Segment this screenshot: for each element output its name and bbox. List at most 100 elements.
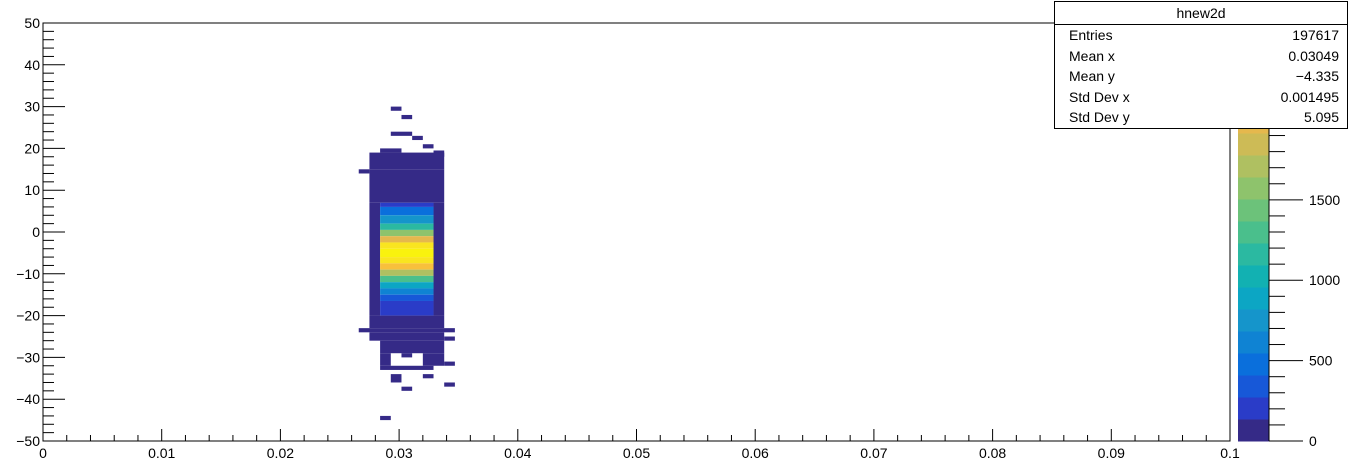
stats-row-std-dev-y: Std Dev y 5.095: [1055, 107, 1347, 128]
heatmap-cell: [380, 269, 434, 276]
x-tick-label: 0.07: [860, 445, 887, 460]
heatmap-cell: [358, 169, 370, 174]
heatmap-cell: [433, 202, 445, 316]
heatmap-cell: [380, 282, 434, 289]
stats-box: hnew2d Entries 197617 Mean x 0.03049 Mea…: [1054, 1, 1348, 129]
y-tick-label: 10: [24, 182, 40, 198]
y-tick-label: −20: [16, 308, 40, 324]
heatmap-cell: [380, 275, 434, 283]
y-tick-label: 20: [24, 140, 40, 156]
heatmap-cell: [412, 135, 423, 141]
stats-row-std-dev-x: Std Dev x 0.001495: [1055, 87, 1347, 108]
palette-segment: [1238, 199, 1269, 222]
palette-segment: [1238, 155, 1269, 178]
palette-segment: [1238, 353, 1269, 376]
heatmap-cell: [380, 353, 391, 366]
heatmap-cell: [380, 415, 391, 421]
y-tick-label: −50: [16, 433, 40, 449]
heatmap-cell: [380, 365, 434, 370]
heatmap-cell: [444, 336, 455, 341]
y-tick-label: −10: [16, 266, 40, 282]
heatmap-cell: [380, 257, 434, 264]
z-tick-label: 1500: [1309, 192, 1340, 208]
heatmap-cell: [380, 148, 402, 153]
heatmap-cell: [380, 202, 434, 207]
heatmap-cell: [380, 300, 434, 316]
stats-row-mean-x: Mean x 0.03049: [1055, 46, 1347, 67]
y-tick-label: 40: [24, 57, 40, 73]
stats-value: 197617: [1292, 27, 1339, 43]
z-tick-label: 500: [1309, 353, 1333, 369]
x-tick-label: 0.02: [267, 445, 294, 460]
heatmap-cell: [380, 248, 434, 258]
x-tick-label: 0: [39, 445, 47, 460]
y-tick-label: −40: [16, 391, 40, 407]
heatmap-cell: [358, 328, 455, 333]
palette-segment: [1238, 177, 1269, 200]
heatmap-cell: [369, 202, 381, 316]
heatmap-cell: [380, 263, 434, 270]
palette-segment: [1238, 397, 1269, 420]
y-tick-label: 30: [24, 99, 40, 115]
heatmap-cell: [444, 361, 455, 366]
stats-row-entries: Entries 197617: [1055, 25, 1347, 46]
stats-value: 0.03049: [1288, 47, 1339, 64]
heatmap-cell: [380, 215, 434, 224]
palette-segment: [1238, 331, 1269, 354]
stats-row-mean-y: Mean y −4.335: [1055, 66, 1347, 87]
stats-label: Std Dev y: [1069, 109, 1130, 125]
x-tick-label: 0.06: [742, 445, 769, 460]
heatmap-cell: [401, 353, 413, 358]
heatmap-cell: [369, 169, 445, 203]
heatmap-cell: [444, 382, 455, 387]
heatmap-cell: [380, 206, 434, 216]
palette-segment: [1238, 375, 1269, 398]
z-tick-label: 0: [1309, 433, 1317, 449]
stats-value: 5.095: [1303, 109, 1339, 125]
x-axis: 0 0.01 0.02 0.03 0.04 0.05 0.06 0.07 0.08 0.09 0.1: [39, 429, 1240, 460]
stats-label: Mean y: [1069, 68, 1115, 84]
heatmap-cell: [401, 386, 413, 391]
heatmap-cell: [369, 152, 445, 170]
heatmap-cell: [422, 374, 434, 379]
palette-segment: [1238, 221, 1269, 244]
y-tick-label: −30: [16, 349, 40, 365]
x-tick-label: 0.01: [148, 445, 175, 460]
y-axis: −50 −40 −30 −20 −10 0 10 20 30 40 50: [16, 15, 65, 449]
heatmap-cell: [380, 229, 434, 237]
heatmap-cell: [380, 340, 445, 354]
heatmap-cell: [380, 242, 434, 249]
x-tick-label: 0.09: [1098, 445, 1125, 460]
heatmap-cell: [401, 114, 413, 120]
heatmap-cell: [390, 106, 402, 111]
y-tick-label: 0: [32, 224, 40, 240]
palette-segment: [1238, 133, 1269, 156]
stats-label: Mean x: [1069, 47, 1115, 64]
stats-title: hnew2d: [1055, 2, 1347, 25]
stats-value: 0.001495: [1280, 88, 1339, 105]
heatmap-cell: [390, 374, 402, 383]
heatmap-cell: [380, 223, 434, 230]
palette-segment: [1238, 309, 1269, 332]
z-tick-label: 1000: [1309, 272, 1340, 288]
palette-segment: [1238, 287, 1269, 310]
x-tick-label: 0.1: [1220, 445, 1240, 460]
stats-label: Entries: [1069, 27, 1113, 43]
heatmap-cell: [390, 131, 413, 136]
palette-segment: [1238, 243, 1269, 266]
palette-segment: [1238, 265, 1269, 288]
heatmap-cell: [380, 288, 434, 295]
stats-value: −4.335: [1295, 68, 1339, 84]
stats-label: Std Dev x: [1069, 88, 1130, 105]
heatmap-cells: [358, 106, 455, 421]
heatmap-cell: [369, 332, 445, 341]
x-tick-label: 0.05: [623, 445, 650, 460]
heatmap-cell: [422, 144, 434, 149]
y-tick-label: 50: [24, 15, 40, 31]
x-tick-label: 0.03: [385, 445, 412, 460]
plot-frame: [42, 22, 1231, 442]
heatmap-cell: [422, 353, 445, 366]
x-tick-label: 0.04: [504, 445, 531, 460]
x-tick-label: 0.08: [979, 445, 1006, 460]
